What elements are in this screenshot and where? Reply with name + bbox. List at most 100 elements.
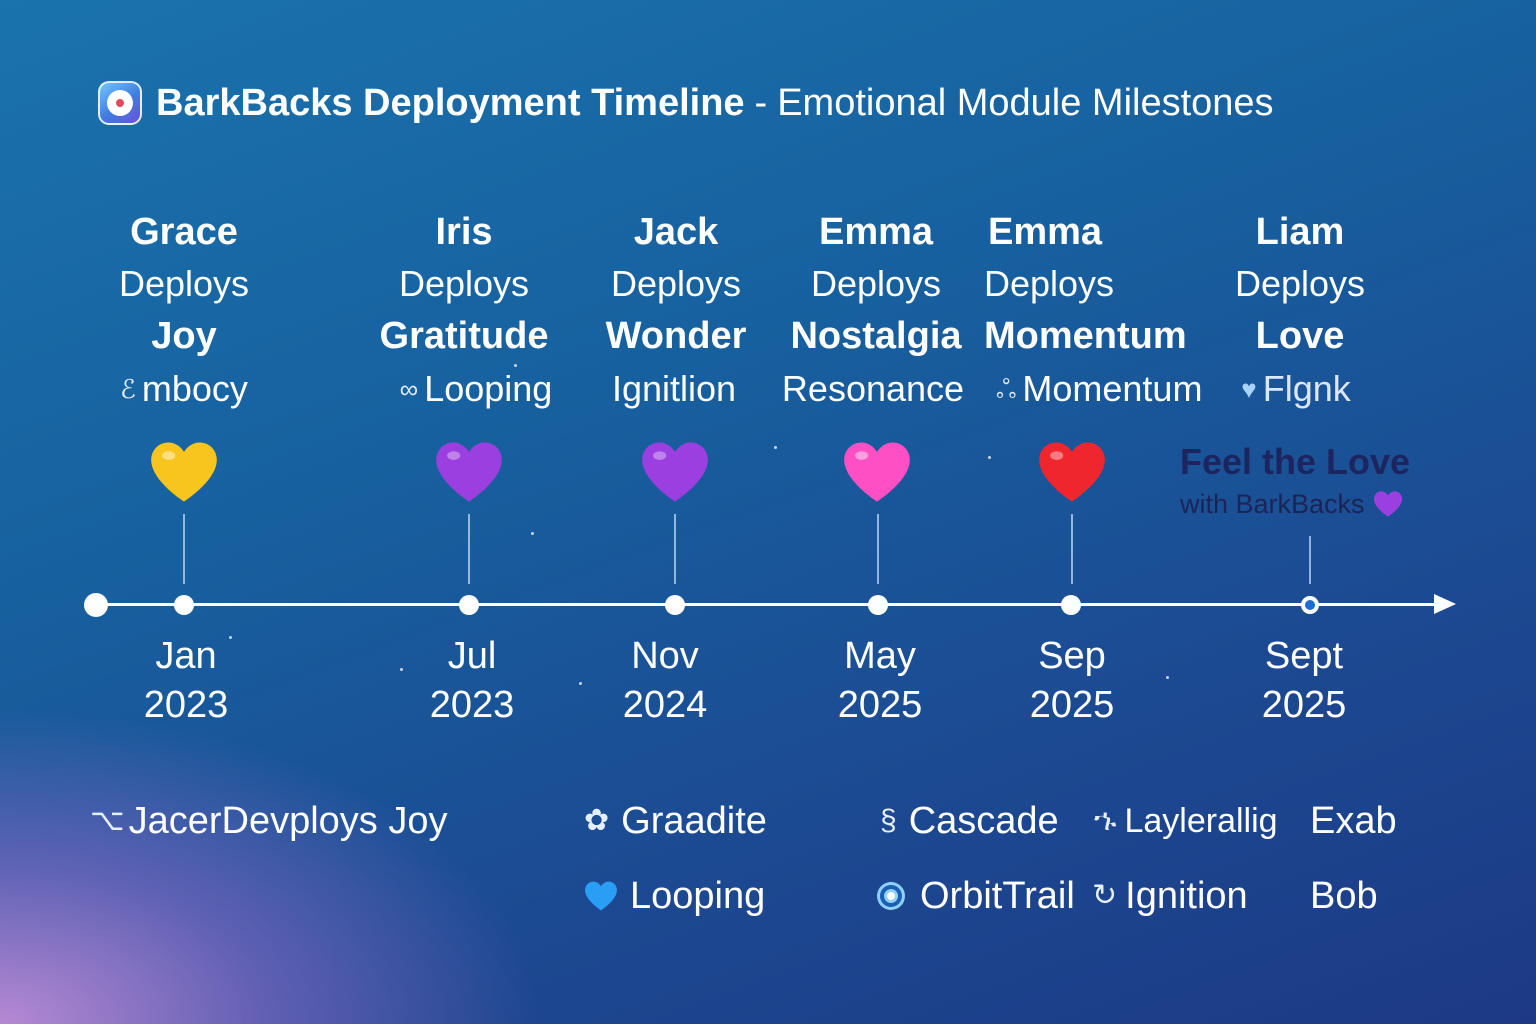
date-year: 2025	[1261, 684, 1347, 726]
milestone-connector	[1309, 536, 1311, 584]
milestone-person: Emma	[818, 211, 934, 253]
date-label: Nov 2024	[585, 632, 745, 730]
milestone-subtitle: ∞ Looping	[368, 362, 584, 416]
milestone-verb: Deploys	[810, 263, 942, 304]
milestone-connector	[877, 514, 879, 584]
ignition-icon: ↻	[1092, 879, 1118, 912]
date-label: Jul 2023	[392, 632, 552, 730]
light-heart-icon: ♥	[1241, 374, 1257, 404]
wave-icon: ⌥	[90, 804, 125, 837]
milestone-connector	[183, 514, 185, 584]
milestone-module: Gratitude	[379, 315, 549, 357]
yellow-heart-icon	[151, 442, 217, 502]
star-dot	[774, 446, 777, 449]
milestone-grace-joy: Grace Deploys Joy ℰ mbocy	[64, 210, 304, 416]
date-year: 2025	[1029, 684, 1115, 726]
star-dot	[988, 456, 991, 459]
star-dot	[531, 532, 534, 535]
milestone-module: Momentum	[984, 315, 1187, 357]
legend-label: Bob	[1310, 875, 1378, 917]
date-label: Jan 2023	[106, 632, 266, 730]
promo-subline-text: with BarkBacks	[1180, 489, 1365, 519]
date-year: 2023	[143, 684, 229, 726]
date-year: 2024	[622, 684, 708, 726]
date-month: May	[844, 635, 916, 677]
legend-label: Ignition	[1125, 875, 1248, 917]
title-main: BarkBacks Deployment Timeline	[156, 81, 745, 124]
milestone-subtitle: Resonance	[750, 362, 996, 416]
milestone-verb: Deploys	[1234, 263, 1366, 304]
milestone-subtitle: ℰ mbocy	[64, 362, 304, 416]
milestone-person: Iris	[435, 211, 493, 253]
script-e-icon: ℰ	[120, 374, 136, 404]
cascade-icon: §	[880, 804, 897, 837]
legend-label: Graadite	[621, 800, 767, 842]
milestone-verb: Deploys	[610, 263, 742, 304]
milestone-module: Nostalgia	[790, 315, 962, 357]
star-dot	[1166, 676, 1169, 679]
purple-heart-icon	[1373, 491, 1402, 517]
milestone-module: Love	[1255, 315, 1345, 357]
legend-item: ↻ Ignition	[1092, 873, 1248, 919]
legend-item: ኁ Laylerallig	[1094, 798, 1278, 844]
milestone-verb: Deploys	[984, 263, 1115, 304]
milestone-subtitle: Ignitlion	[552, 362, 796, 416]
legend-label: Exab	[1310, 800, 1397, 842]
legend-label: JacerDevploys Joy	[128, 800, 448, 842]
milestone-verb: Deploys	[118, 263, 250, 304]
milestone-liam-love: Liam Deploys Love ♥ Flgnk	[1180, 210, 1420, 416]
date-month: Sep	[1038, 635, 1106, 677]
purple-heart-icon	[436, 442, 502, 502]
barkbacks-app-icon	[98, 81, 142, 125]
promo-headline: Feel the Love	[1180, 441, 1411, 482]
ladder-icon: ኁ	[1094, 804, 1117, 837]
milestone-verb: Deploys	[398, 263, 530, 304]
milestone-module: Joy	[151, 315, 217, 357]
milestone-iris-gratitude: Iris Deploys Gratitude ∞ Looping	[344, 210, 584, 416]
date-month: Jul	[447, 635, 497, 677]
legend-item: Looping	[584, 873, 765, 919]
date-label: Sep 2025	[992, 632, 1152, 730]
timeline-axis	[96, 603, 1436, 606]
milestone-subtitle-text: Resonance	[781, 368, 965, 409]
timeline-start-node	[84, 593, 108, 617]
orbit-icon	[877, 882, 905, 910]
milestone-connector	[468, 514, 470, 584]
promo-subline: with BarkBacks	[1180, 484, 1480, 524]
timeline-node	[665, 595, 685, 615]
legend-item: ⌥ JacerDevploys Joy	[90, 798, 447, 844]
title-subtitle: Emotional Module Milestones	[777, 81, 1274, 124]
milestone-subtitle-text: Ignitlion	[611, 368, 737, 409]
swirl-icon: ஃ	[996, 374, 1017, 404]
legend-item: Exab	[1310, 798, 1397, 844]
date-label: Sept 2025	[1224, 632, 1384, 730]
pink-heart-icon	[844, 442, 910, 502]
date-month: Jan	[155, 635, 217, 677]
milestone-person: Emma	[988, 211, 1103, 253]
timeline-node	[868, 595, 888, 615]
legend-item: OrbitTrail	[874, 873, 1075, 919]
milestone-connector	[674, 514, 676, 584]
red-heart-icon	[1039, 442, 1105, 502]
timeline-node	[459, 595, 479, 615]
milestone-connector	[1071, 514, 1073, 584]
legend-label: Cascade	[908, 800, 1059, 842]
milestone-subtitle-text: mbocy	[141, 368, 248, 409]
timeline-current-node	[1301, 596, 1319, 614]
page-title: BarkBacks Deployment Timeline - Emotiona…	[98, 78, 1274, 128]
star-dot	[579, 682, 582, 685]
date-label: May 2025	[800, 632, 960, 730]
date-month: Nov	[631, 635, 699, 677]
purple-heart-icon	[642, 442, 708, 502]
legend-label: Looping	[630, 875, 766, 917]
timeline-node	[1061, 595, 1081, 615]
star-dot	[229, 636, 232, 639]
legend-item: § Cascade	[880, 798, 1059, 844]
milestone-jack-wonder: Jack Deploys Wonder Ignitlion	[556, 210, 796, 416]
milestone-emma-nostalgia: Emma Deploys Nostalgia Resonance	[756, 210, 996, 416]
milestone-person: Jack	[633, 211, 719, 253]
milestone-subtitle-text: Flgnk	[1262, 368, 1351, 409]
timeline-node	[174, 595, 194, 615]
infinity-icon: ∞	[399, 374, 419, 404]
flower-icon: ✿	[584, 804, 610, 837]
